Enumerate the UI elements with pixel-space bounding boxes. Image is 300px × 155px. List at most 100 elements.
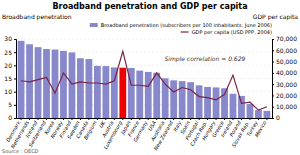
title: Broadband penetration and GDP per capita	[52, 2, 247, 11]
tick-mark	[272, 50, 274, 51]
y2-axis-label: GDP per capita	[253, 13, 298, 21]
bar	[221, 88, 228, 118]
tick-mark	[224, 118, 225, 120]
bar	[119, 68, 126, 118]
tick-label: Belgium	[82, 120, 98, 141]
bar	[77, 58, 84, 118]
tick-mark	[14, 39, 16, 40]
tick: 10,000	[272, 103, 297, 110]
tick-mark	[272, 73, 274, 74]
tick: Mexico	[253, 118, 267, 138]
tick: 60,000	[272, 47, 297, 54]
tick-mark	[114, 118, 115, 120]
tick-mark	[14, 65, 16, 66]
chart: 051015202530010,00020,00030,00040,00050,…	[0, 0, 300, 155]
tick-label: 25	[4, 49, 12, 56]
tick-label: Mexico	[253, 120, 267, 138]
bar	[102, 66, 109, 118]
tick-mark	[38, 118, 39, 120]
tick-mark	[266, 118, 267, 120]
tick-mark	[46, 118, 47, 120]
tick-label: 20	[4, 62, 12, 69]
bar	[196, 85, 203, 118]
bar	[111, 67, 118, 118]
tick: 70,000	[272, 35, 297, 42]
tick: 15	[4, 75, 16, 82]
tick: Germany	[132, 118, 150, 143]
tick-mark	[54, 118, 55, 120]
tick-mark	[182, 118, 183, 120]
tick-mark	[241, 118, 242, 120]
tick: 5	[8, 101, 16, 108]
tick-mark	[272, 95, 274, 96]
legend-label: GDP per capita (USD PPP, 2004)	[192, 29, 272, 36]
bar-series	[18, 41, 271, 118]
tick-mark	[272, 84, 274, 85]
tick-label: New Zealand	[152, 119, 174, 151]
tick-label: 30,000	[276, 81, 297, 88]
tick-mark	[199, 118, 200, 120]
bar	[255, 110, 262, 118]
tick-label: Germany	[132, 119, 150, 143]
tick-label: 5	[8, 101, 12, 108]
bar	[238, 96, 245, 118]
bar	[153, 73, 160, 118]
y2-axis: 0 10,000 20,000 30,000 40,000 50,000 60,000 70,…	[272, 35, 297, 121]
tick: 30	[4, 35, 16, 42]
tick-label: 20,000	[276, 92, 297, 99]
bar	[18, 41, 25, 118]
bar	[187, 82, 194, 118]
bar	[170, 80, 177, 118]
bar	[247, 104, 254, 118]
tick-mark	[14, 79, 16, 80]
tick: 30,000	[272, 81, 297, 88]
tick: 0	[8, 114, 16, 121]
y-axis: 051015202530	[4, 35, 16, 121]
tick-mark	[14, 52, 16, 53]
tick-mark	[165, 118, 166, 120]
legend-label: Broadband penetration (subscribers per 1…	[101, 22, 272, 29]
tick-mark	[21, 118, 22, 120]
tick-mark	[272, 107, 274, 108]
tick-label: 60,000	[276, 47, 297, 54]
tick-label: 30	[4, 35, 12, 42]
bar	[179, 81, 186, 118]
tick-mark	[139, 118, 140, 120]
tick-mark	[272, 62, 274, 63]
bar	[35, 47, 42, 118]
tick-mark	[258, 118, 259, 120]
tick: 50,000	[272, 58, 297, 65]
axis-line	[273, 40, 275, 119]
axis-line	[17, 118, 273, 119]
bar	[264, 111, 271, 118]
axis-line	[14, 40, 17, 119]
tick: 0	[272, 114, 280, 121]
tick: Luxembourg	[102, 118, 124, 151]
line	[21, 51, 267, 110]
tick: New Zealand	[152, 118, 174, 151]
bar	[213, 87, 220, 118]
tick-mark	[233, 118, 234, 120]
tick-mark	[249, 118, 250, 120]
grid-line	[16, 39, 272, 40]
tick: 20,000	[272, 92, 297, 99]
bar	[145, 72, 152, 118]
tick-mark	[148, 118, 149, 120]
tick-mark	[105, 118, 106, 120]
bar	[86, 59, 93, 118]
tick-mark	[122, 118, 123, 120]
tick-label: 50,000	[276, 58, 297, 65]
bar	[69, 52, 76, 118]
legend-item: Broadband penetration (subscribers per 1…	[90, 22, 272, 29]
source: Source : OECD	[2, 148, 39, 154]
grid	[16, 39, 272, 118]
tick-label: 0	[8, 114, 12, 121]
plot: 051015202530010,00020,00030,00040,00050,…	[4, 35, 297, 151]
tick-mark	[97, 118, 98, 120]
tick-mark	[29, 118, 30, 120]
tick-label: 10,000	[276, 103, 297, 110]
bar	[204, 87, 211, 118]
legend-item: GDP per capita (USD PPP, 2004)	[181, 29, 272, 36]
tick-mark	[156, 118, 157, 120]
tick: 40,000	[272, 69, 297, 76]
